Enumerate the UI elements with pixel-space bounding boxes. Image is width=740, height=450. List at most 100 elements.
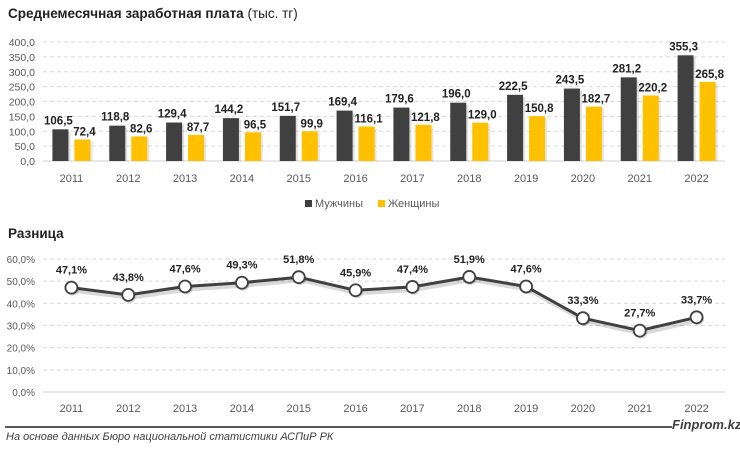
- bar-men: [507, 94, 524, 161]
- marker-shadow: [407, 282, 420, 295]
- bar-men: [109, 125, 126, 161]
- bar-women: [301, 131, 318, 161]
- x-tick-label: 2014: [230, 173, 254, 185]
- x-tick-label: 2019: [514, 403, 538, 415]
- data-label: 47,4%: [397, 264, 428, 276]
- data-label: 47,6%: [510, 263, 541, 275]
- x-tick-label: 2015: [287, 403, 311, 415]
- bar-women-label: 87,7: [187, 122, 209, 134]
- legend-swatch-men: [305, 200, 312, 207]
- bar-women: [642, 95, 659, 161]
- x-tick-label: 2019: [514, 173, 538, 185]
- y-tick-label: 200,0: [9, 97, 35, 109]
- marker-shadow: [66, 283, 79, 296]
- bar-women: [472, 122, 489, 161]
- data-point: [291, 270, 306, 285]
- data-point: [632, 323, 647, 338]
- bar-women-label: 129,0: [468, 110, 497, 122]
- bar-men-label: 243,5: [556, 75, 585, 87]
- x-tick-label: 2011: [60, 403, 84, 415]
- marker-shadow: [521, 282, 534, 295]
- data-label: 27,7%: [624, 308, 655, 320]
- bar-women-label: 220,2: [638, 82, 667, 94]
- x-tick-label: 2020: [571, 173, 595, 185]
- x-tick-label: 2017: [400, 173, 424, 185]
- data-label: 47,6%: [169, 263, 200, 275]
- x-tick-label: 2013: [173, 173, 197, 185]
- x-tick-label: 2018: [457, 173, 481, 185]
- bar-women-label: 182,7: [582, 94, 611, 106]
- data-point: [462, 270, 477, 284]
- bar-men-label: 118,8: [101, 112, 130, 124]
- source-note: На основе данных Бюро национальной стати…: [6, 431, 334, 443]
- bar-women-label: 99,9: [301, 118, 323, 130]
- bar-chart-title: Среднемесячная заработная плата (тыс. тг…: [8, 6, 298, 21]
- data-point: [64, 280, 79, 295]
- data-label: 49,3%: [226, 260, 257, 272]
- data-point: [519, 279, 533, 294]
- marker-shadow: [464, 272, 477, 285]
- y-tick-label: 350,0: [9, 52, 35, 64]
- bar-men-label: 179,6: [385, 94, 414, 106]
- x-tick-label: 2022: [684, 403, 708, 415]
- bar-men-label: 144,2: [215, 104, 244, 116]
- x-tick-label: 2016: [343, 403, 367, 415]
- bar-men-label: 169,4: [328, 97, 357, 109]
- bar-men: [279, 115, 296, 161]
- bar-men: [620, 77, 637, 161]
- bar-men-label: 196,0: [442, 89, 471, 101]
- y-tick-label: 300,0: [9, 67, 35, 79]
- marker-shadow: [123, 290, 136, 303]
- data-point: [348, 283, 363, 298]
- y-tick-label: 150,0: [9, 111, 35, 123]
- legend-label-women: Женщины: [388, 198, 439, 210]
- bar-men: [166, 122, 183, 161]
- y-tick-label: 30,0%: [7, 322, 35, 333]
- line-shadow: [73, 277, 700, 336]
- data-point: [178, 279, 192, 294]
- bar-men: [677, 55, 694, 161]
- line-chart-title: Разница: [8, 226, 64, 241]
- footer-divider: [5, 426, 672, 428]
- bar-women: [699, 81, 716, 161]
- data-label: 51,8%: [283, 254, 314, 266]
- bar-men-label: 151,7: [271, 102, 300, 114]
- bar-chart-title-text: Среднемесячная заработная плата: [8, 6, 244, 21]
- bar-women: [74, 139, 91, 161]
- bar-women: [244, 132, 261, 161]
- legend-label-men: Мужчины: [315, 198, 363, 210]
- bar-men-label: 281,2: [612, 63, 641, 75]
- marker-shadow: [635, 326, 648, 339]
- data-point: [235, 275, 249, 290]
- bar-women-label: 72,4: [73, 126, 96, 138]
- x-tick-label: 2011: [60, 173, 84, 185]
- data-label: 33,7%: [681, 294, 712, 306]
- y-tick-label: 0,0%: [12, 388, 35, 399]
- marker-shadow: [180, 282, 193, 295]
- bar-men: [450, 102, 467, 161]
- bar-men-label: 222,5: [499, 81, 528, 93]
- data-label: 47,1%: [56, 265, 87, 277]
- marker-shadow: [237, 278, 250, 291]
- bar-men: [222, 118, 239, 161]
- bar-women: [415, 124, 432, 161]
- bar-women: [585, 106, 602, 161]
- bar-women: [188, 134, 205, 161]
- data-label: 33,3%: [567, 295, 598, 307]
- marker-shadow: [294, 273, 307, 286]
- bar-women-label: 116,1: [355, 113, 384, 125]
- bar-men-label: 129,4: [158, 109, 187, 121]
- y-tick-label: 250,0: [9, 82, 35, 94]
- bar-women-label: 265,8: [695, 69, 724, 81]
- y-tick-label: 100,0: [9, 126, 35, 138]
- x-tick-label: 2015: [287, 173, 311, 185]
- x-tick-label: 2012: [116, 173, 140, 185]
- data-label: 43,8%: [113, 272, 144, 284]
- bar-women-label: 121,8: [411, 112, 440, 124]
- marker-shadow: [578, 314, 591, 327]
- bar-men: [393, 107, 410, 161]
- bar-women: [131, 136, 148, 161]
- marker-shadow: [351, 286, 364, 299]
- x-tick-label: 2021: [628, 403, 652, 415]
- x-tick-label: 2022: [684, 173, 708, 185]
